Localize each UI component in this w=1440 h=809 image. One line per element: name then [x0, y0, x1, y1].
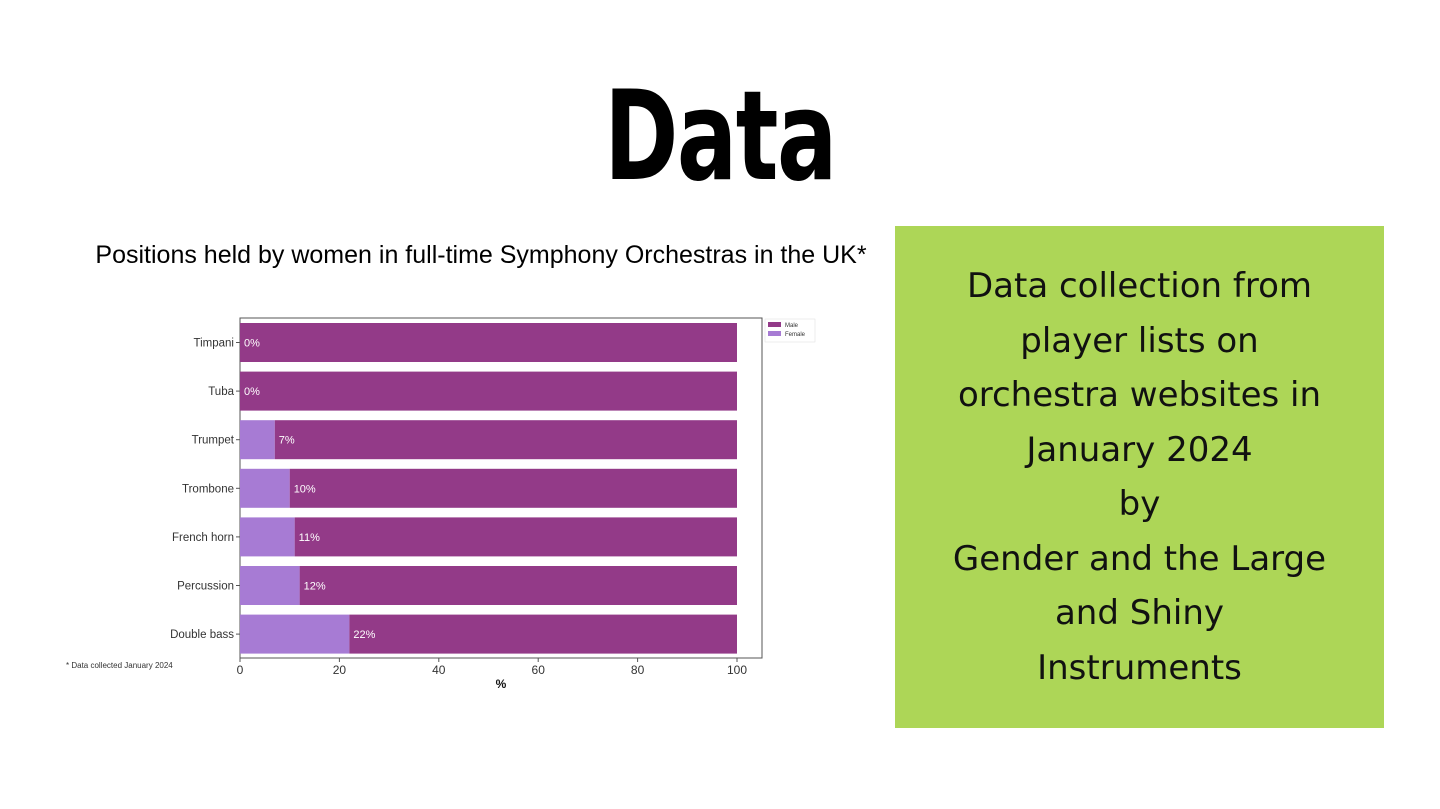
x-axis-label: % [496, 677, 507, 691]
info-line: by [1118, 484, 1161, 524]
info-line: and Shiny [1054, 593, 1224, 633]
x-tick-label: 20 [333, 663, 347, 677]
legend-label: Female [785, 332, 806, 338]
category-label: Timpani [194, 338, 234, 350]
data-label: 12% [304, 581, 326, 593]
info-box: Data collection from player lists on orc… [895, 226, 1384, 728]
info-text: Data collection from player lists on orc… [933, 259, 1346, 695]
category-label: Trombone [182, 483, 234, 495]
male-bar [274, 420, 737, 460]
female-bar [240, 566, 300, 605]
legend-swatch [768, 322, 781, 327]
info-line: orchestra websites in [957, 375, 1322, 415]
chart-title: Positions held by women in full-time Sym… [95, 241, 867, 269]
data-label: 11% [299, 532, 320, 544]
data-label: 0% [244, 338, 260, 350]
info-line: player lists on [1020, 320, 1259, 361]
male-bar [240, 323, 737, 362]
female-bar [240, 614, 350, 654]
info-line: Data collection from [966, 266, 1313, 306]
legend-label: Male [785, 323, 799, 329]
data-label: 7% [279, 435, 295, 447]
data-label: 22% [353, 629, 375, 641]
category-label: Double bass [170, 629, 234, 641]
category-label: French horn [172, 532, 234, 544]
info-line: Instruments [1037, 647, 1242, 688]
category-label: Trumpet [192, 435, 235, 447]
legend-swatch [768, 331, 781, 336]
category-label: Tuba [208, 386, 234, 398]
x-tick-label: 100 [727, 663, 747, 677]
info-line: Gender and the Large [952, 538, 1327, 579]
chart-footnote: * Data collected January 2024 [66, 661, 173, 670]
male-bar [349, 614, 737, 654]
category-label: Percussion [177, 581, 234, 593]
slide-title: Data [604, 65, 837, 209]
info-line: January 2024 [1026, 429, 1253, 470]
x-tick-label: 60 [532, 663, 546, 677]
male-bar [294, 517, 737, 557]
x-tick-label: 40 [432, 663, 446, 677]
male-bar [289, 468, 737, 508]
x-tick-label: 80 [631, 663, 645, 677]
male-bar [240, 371, 737, 411]
data-label: 10% [294, 483, 316, 495]
female-bar [240, 517, 295, 557]
male-bar [299, 566, 737, 605]
data-label: 0% [244, 386, 260, 398]
x-tick-label: 0 [237, 663, 244, 677]
female-bar [240, 468, 290, 508]
female-bar [240, 420, 275, 460]
